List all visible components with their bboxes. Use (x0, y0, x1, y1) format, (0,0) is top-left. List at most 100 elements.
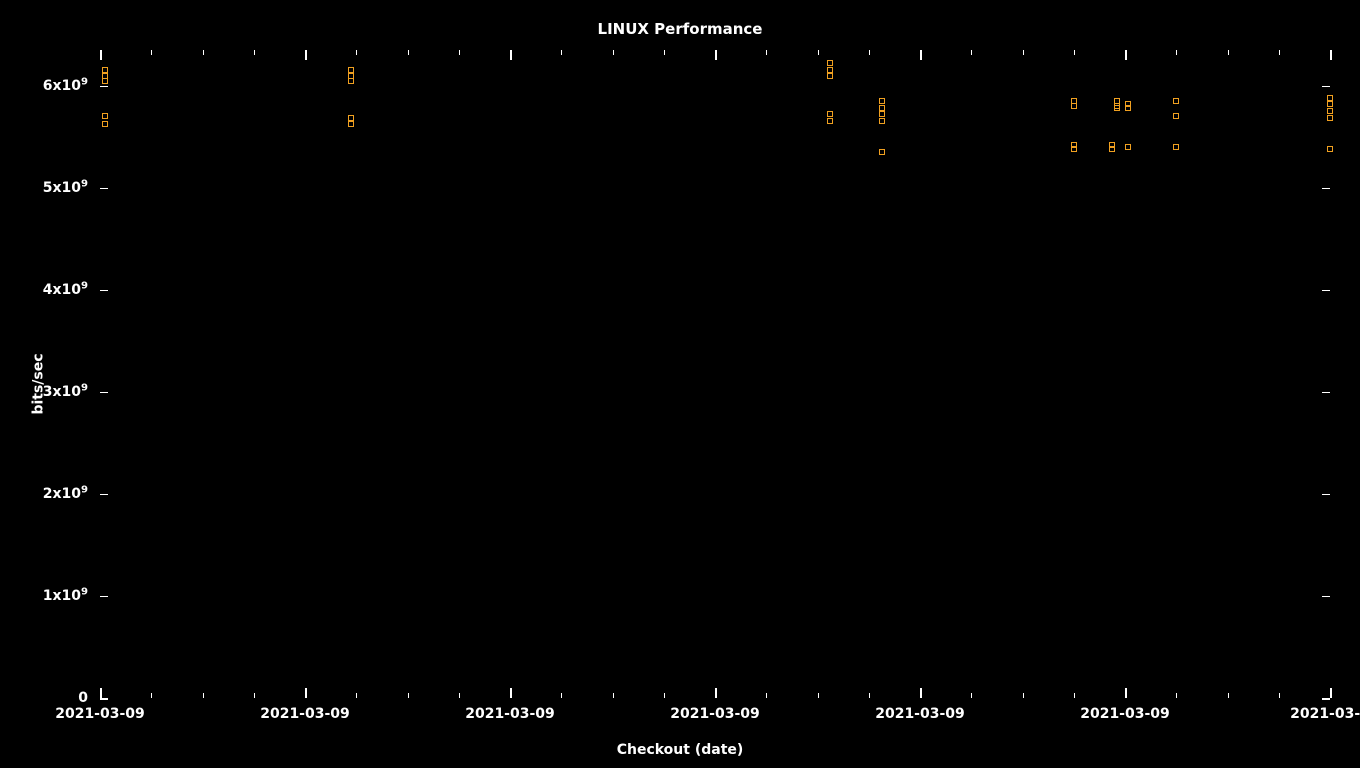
x-tick-label: 2021-03-09 (465, 706, 555, 722)
data-point (1173, 144, 1179, 150)
data-point (1125, 144, 1131, 150)
x-minor-tick-mark (1176, 693, 1177, 698)
x-tick-mark (1125, 688, 1127, 698)
x-minor-tick-mark (1023, 693, 1024, 698)
y-tick-mark (100, 392, 108, 394)
x-minor-tick-mark (1074, 693, 1075, 698)
y-tick-mark (1322, 188, 1330, 190)
y-tick-mark (1322, 596, 1330, 598)
data-point (102, 78, 108, 84)
data-point (1109, 146, 1115, 152)
x-minor-tick-mark (613, 50, 614, 55)
data-point (348, 121, 354, 127)
x-minor-tick-mark (151, 693, 152, 698)
x-tick-label: 2021-03-09 (875, 706, 965, 722)
x-minor-tick-mark (664, 693, 665, 698)
data-point (1327, 101, 1333, 107)
x-minor-tick-mark (664, 50, 665, 55)
x-minor-tick-mark (561, 50, 562, 55)
x-minor-tick-mark (254, 50, 255, 55)
x-minor-tick-mark (1279, 693, 1280, 698)
plot-area: 01x1092x1093x1094x1095x1096x1092021-03-0… (100, 50, 1330, 698)
data-point (348, 115, 354, 121)
x-minor-tick-mark (869, 50, 870, 55)
y-tick-label: 1x109 (18, 588, 88, 604)
x-tick-label: 2021-03-09 (55, 706, 145, 722)
x-tick-label: 2021-03-09 (260, 706, 350, 722)
y-tick-label: 6x109 (18, 78, 88, 94)
x-minor-tick-mark (459, 50, 460, 55)
data-point (1114, 105, 1120, 111)
x-tick-mark (1330, 50, 1332, 60)
x-tick-mark (305, 50, 307, 60)
x-minor-tick-mark (1228, 693, 1229, 698)
y-tick-mark (1322, 392, 1330, 394)
data-point (1327, 115, 1333, 121)
data-point (1071, 103, 1077, 109)
x-minor-tick-mark (1279, 50, 1280, 55)
x-minor-tick-mark (408, 50, 409, 55)
y-tick-mark (1322, 86, 1330, 88)
data-point (879, 98, 885, 104)
y-tick-mark (100, 698, 108, 700)
x-tick-mark (305, 688, 307, 698)
x-minor-tick-mark (1023, 50, 1024, 55)
x-minor-tick-mark (151, 50, 152, 55)
chart-title: LINUX Performance (0, 20, 1360, 38)
y-tick-label: 5x109 (18, 180, 88, 196)
data-point (1173, 98, 1179, 104)
x-minor-tick-mark (203, 50, 204, 55)
y-tick-label: 2x109 (18, 486, 88, 502)
x-minor-tick-mark (766, 50, 767, 55)
x-tick-label: 2021-03-09 (1080, 706, 1170, 722)
x-minor-tick-mark (818, 693, 819, 698)
x-tick-label: 2021-03-09 (670, 706, 760, 722)
data-point (827, 60, 833, 66)
data-point (827, 118, 833, 124)
y-tick-mark (100, 290, 108, 292)
x-minor-tick-mark (818, 50, 819, 55)
x-minor-tick-mark (971, 693, 972, 698)
data-point (102, 121, 108, 127)
data-point (879, 105, 885, 111)
data-point (1327, 108, 1333, 114)
x-tick-mark (715, 688, 717, 698)
x-tick-label: 2021-03-1 (1290, 706, 1360, 722)
x-minor-tick-mark (356, 693, 357, 698)
data-point (827, 111, 833, 117)
x-minor-tick-mark (408, 693, 409, 698)
y-tick-label: 4x109 (18, 282, 88, 298)
x-minor-tick-mark (1074, 50, 1075, 55)
x-tick-mark (100, 688, 102, 698)
x-tick-mark (1330, 688, 1332, 698)
performance-chart: LINUX Performance bits/sec Checkout (dat… (0, 0, 1360, 768)
data-point (879, 149, 885, 155)
data-point (102, 113, 108, 119)
y-tick-mark (100, 494, 108, 496)
data-point (1173, 113, 1179, 119)
data-point (879, 118, 885, 124)
data-point (348, 78, 354, 84)
x-minor-tick-mark (561, 693, 562, 698)
x-minor-tick-mark (971, 50, 972, 55)
x-tick-mark (715, 50, 717, 60)
y-tick-label: 0 (18, 690, 88, 706)
x-tick-mark (100, 50, 102, 60)
data-point (827, 73, 833, 79)
y-tick-mark (1322, 290, 1330, 292)
data-point (879, 111, 885, 117)
x-tick-mark (510, 688, 512, 698)
x-minor-tick-mark (1176, 50, 1177, 55)
x-minor-tick-mark (459, 693, 460, 698)
x-minor-tick-mark (1228, 50, 1229, 55)
y-tick-mark (1322, 698, 1330, 700)
x-minor-tick-mark (356, 50, 357, 55)
y-tick-mark (1322, 494, 1330, 496)
x-minor-tick-mark (613, 693, 614, 698)
y-tick-label: 3x109 (18, 384, 88, 400)
x-axis-label: Checkout (date) (0, 742, 1360, 758)
x-minor-tick-mark (203, 693, 204, 698)
data-point (1125, 105, 1131, 111)
x-tick-mark (1125, 50, 1127, 60)
x-tick-mark (510, 50, 512, 60)
